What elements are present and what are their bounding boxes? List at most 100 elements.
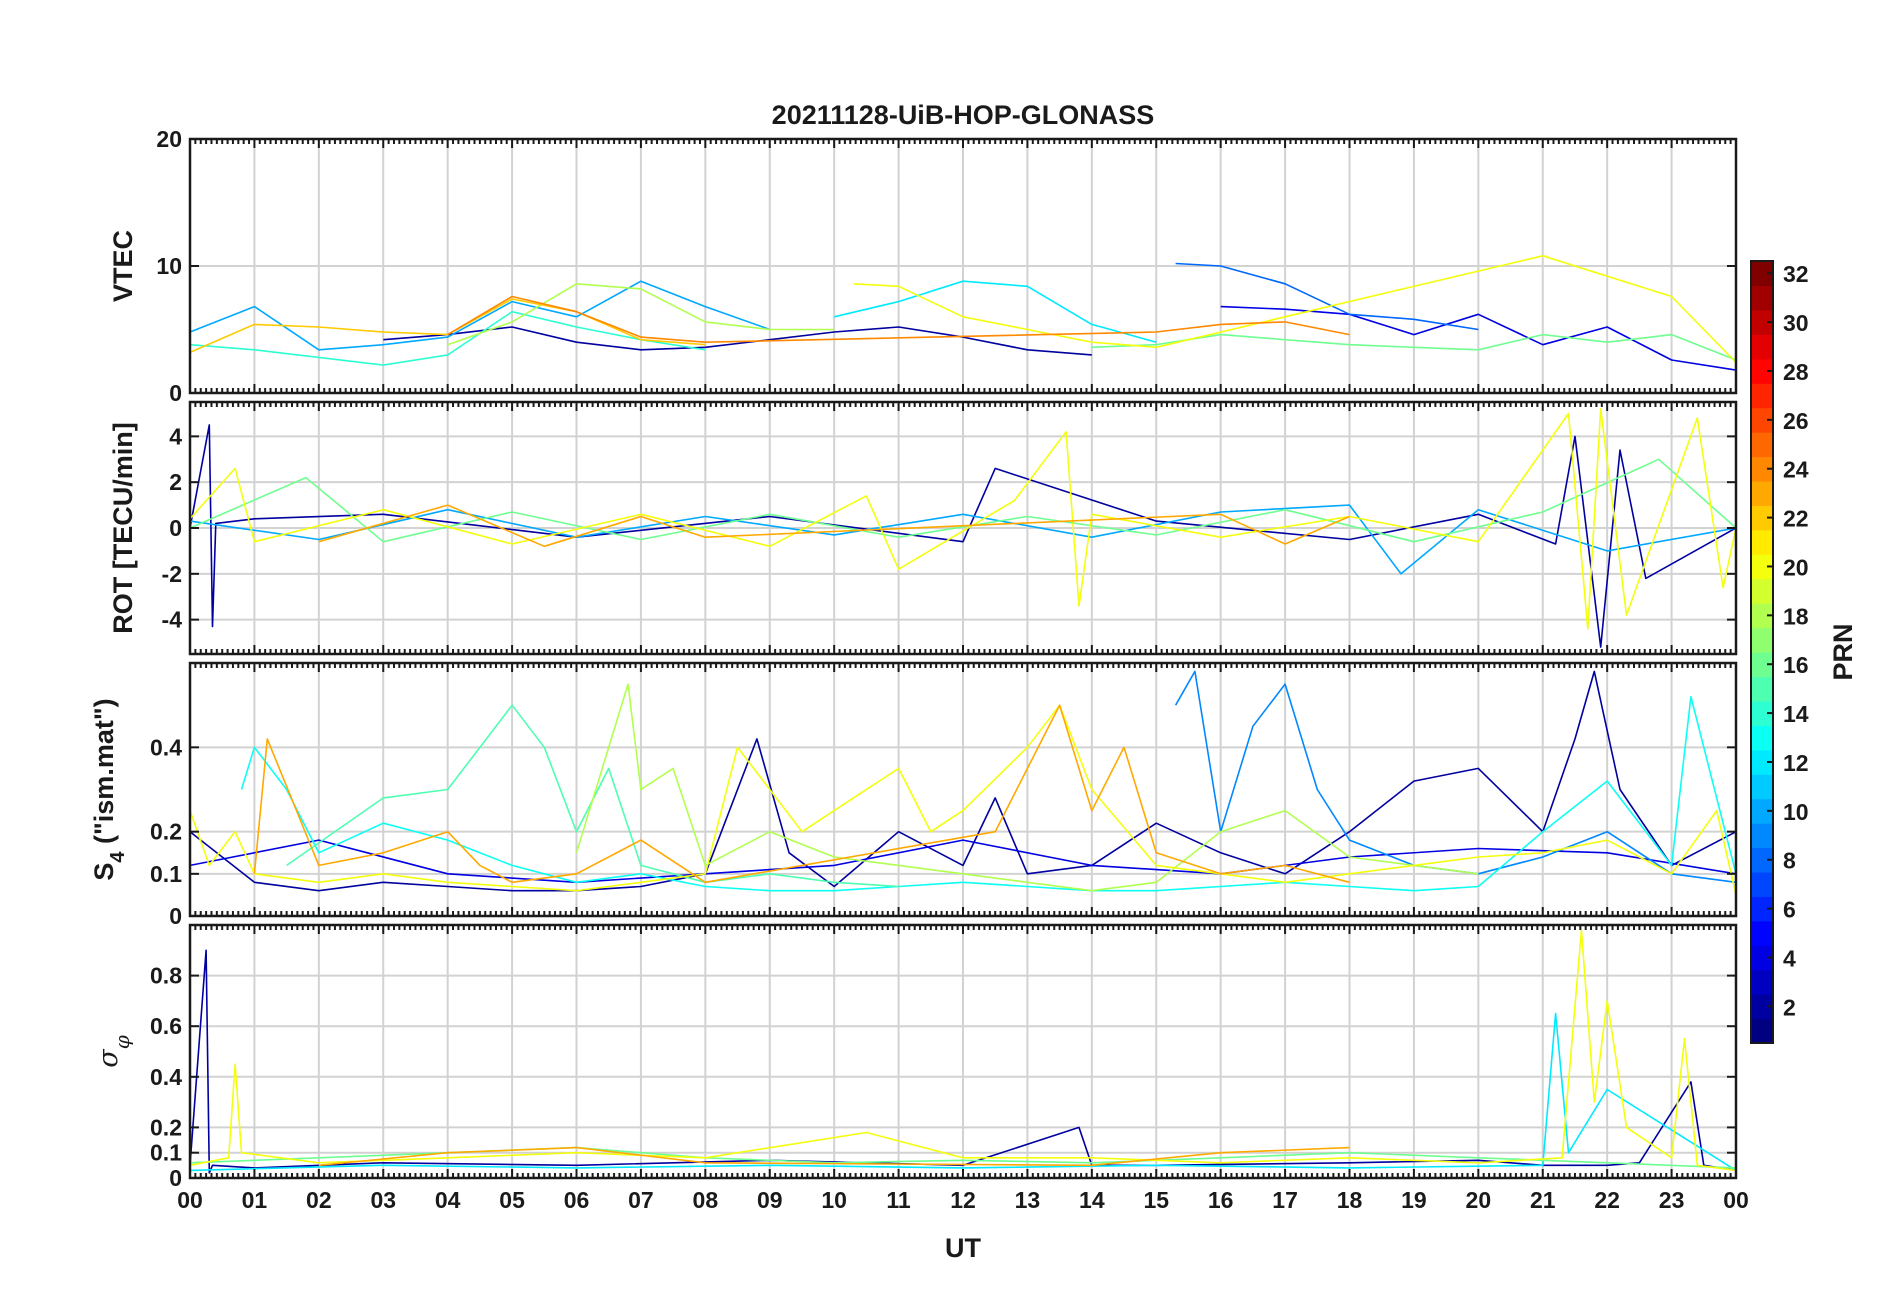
- series-prn-14: [190, 310, 706, 366]
- series-prn-15: [286, 704, 899, 888]
- y-tick-label: 4: [169, 423, 182, 449]
- series-prn-13: [240, 695, 1736, 892]
- colorbar-segment: [1751, 725, 1773, 751]
- colorbar-tick-label: 8: [1783, 848, 1796, 874]
- colorbar-segment: [1751, 309, 1773, 335]
- x-tick-label: 08: [693, 1187, 719, 1213]
- series-prn-2: [383, 326, 1092, 356]
- colorbar-segment: [1751, 627, 1773, 653]
- colorbar-segment: [1751, 700, 1773, 726]
- x-tick-label: 09: [757, 1187, 783, 1213]
- y-tick-label: 0.6: [150, 1013, 182, 1039]
- x-tick-label: 03: [370, 1187, 396, 1213]
- colorbar-tick-label: 12: [1783, 750, 1809, 776]
- x-tick-label: 20: [1466, 1187, 1492, 1213]
- colorbar-segment: [1751, 969, 1773, 995]
- x-tick-label: 00: [177, 1187, 203, 1213]
- y-tick-label: 0.1: [150, 1140, 182, 1166]
- y-tick-label: 0.8: [150, 963, 182, 989]
- colorbar-segment: [1751, 823, 1773, 849]
- colorbar-tick-label: 22: [1783, 506, 1809, 532]
- colorbar-segment: [1751, 334, 1773, 360]
- x-tick-label: 06: [564, 1187, 590, 1213]
- colorbar-tick-label: 14: [1783, 701, 1809, 727]
- series-prn-4: [190, 839, 1736, 884]
- x-tick-label: 17: [1272, 1187, 1298, 1213]
- series-prn-12: [834, 280, 1157, 343]
- x-tick-label: 07: [628, 1187, 654, 1213]
- colorbar-segment: [1751, 676, 1773, 702]
- series-prn-18: [575, 683, 1479, 892]
- x-tick-label: 16: [1208, 1187, 1234, 1213]
- x-tick-label: 01: [242, 1187, 268, 1213]
- colorbar-segment: [1751, 603, 1773, 629]
- colorbar-tick-label: 10: [1783, 799, 1809, 825]
- series-prn-23: [253, 704, 1350, 884]
- colorbar-segment: [1751, 383, 1773, 409]
- chart-title: 20211128-UiB-HOP-GLONASS: [772, 100, 1155, 130]
- series-prn-10: [190, 280, 771, 351]
- series-prn-16: [190, 458, 1736, 543]
- colorbar-segment: [1751, 896, 1773, 922]
- y-tick-label: 2: [169, 469, 182, 495]
- y-tick-label: -2: [162, 561, 182, 587]
- y-axis-label-s4: S4 ("ism.mat"): [89, 698, 129, 880]
- y-tick-label: 0.2: [150, 1114, 182, 1140]
- series-prn-23: [318, 504, 1350, 548]
- x-tick-label: 10: [821, 1187, 847, 1213]
- series-prn-2: [190, 424, 1736, 648]
- colorbar-segment: [1751, 994, 1773, 1020]
- y-tick-label: 0.2: [150, 819, 182, 845]
- x-tick-label: 19: [1401, 1187, 1427, 1213]
- x-tick-label: 21: [1530, 1187, 1556, 1213]
- colorbar-segment: [1751, 847, 1773, 873]
- x-tick-label: 15: [1143, 1187, 1169, 1213]
- colorbar-segment: [1751, 554, 1773, 580]
- x-tick-label: 18: [1337, 1187, 1363, 1213]
- colorbar-tick-label: 6: [1783, 897, 1796, 923]
- series-prn-20: [190, 408, 1736, 630]
- colorbar-tick-label: 20: [1783, 554, 1809, 580]
- x-tick-label: 23: [1659, 1187, 1685, 1213]
- series-prn-16: [1091, 333, 1736, 361]
- colorbar-tick-label: 4: [1783, 945, 1796, 971]
- x-axis-label: UT: [945, 1233, 981, 1263]
- colorbar-tick-label: 30: [1783, 310, 1809, 336]
- panel-s4: 0 0.1 0.2 0.4 S4 ("ism.mat"): [89, 661, 1738, 929]
- colorbar-segment: [1751, 358, 1773, 384]
- colorbar-tick-label: 28: [1783, 359, 1809, 385]
- series-prn-12: [190, 1012, 1736, 1172]
- series-prn-4: [1220, 305, 1736, 371]
- colorbar-segment: [1751, 285, 1773, 311]
- series-prn-20: [190, 929, 1736, 1172]
- traces-rot: [190, 408, 1736, 648]
- colorbar-segment: [1751, 480, 1773, 506]
- colorbar-segment: [1751, 774, 1773, 800]
- x-tick-label: 04: [435, 1187, 461, 1213]
- colorbar-tick-label: 32: [1783, 261, 1809, 287]
- series-prn-23: [318, 1146, 1350, 1167]
- colorbar-segment: [1751, 652, 1773, 678]
- x-tick-label: 22: [1594, 1187, 1620, 1213]
- colorbar-label: PRN: [1828, 623, 1858, 680]
- x-tick-label: 13: [1015, 1187, 1041, 1213]
- x-tick-label: 14: [1079, 1187, 1105, 1213]
- colorbar-segment: [1751, 798, 1773, 824]
- series-prn-20: [853, 255, 1736, 364]
- colorbar-tick-label: 24: [1783, 457, 1809, 483]
- series-prn-24: [447, 295, 1350, 343]
- panel-vtec: 0 10 20 VTEC: [108, 126, 1738, 406]
- y-tick-label: 0: [169, 903, 182, 929]
- colorbar-segment: [1751, 945, 1773, 971]
- colorbar-tick-label: 26: [1783, 408, 1809, 434]
- y-axis-label-vtec: VTEC: [108, 230, 138, 302]
- colorbar-tick-label: 2: [1783, 994, 1796, 1020]
- colorbar-frame: [1750, 260, 1774, 1044]
- traces-sigma_phi: [190, 929, 1736, 1174]
- x-tick-label: 00: [1723, 1187, 1749, 1213]
- y-tick-label: 0: [169, 380, 182, 406]
- y-tick-label: -4: [162, 607, 183, 633]
- colorbar-segment: [1751, 749, 1773, 775]
- y-axis-label-sigma_phi: σφ: [93, 1035, 134, 1067]
